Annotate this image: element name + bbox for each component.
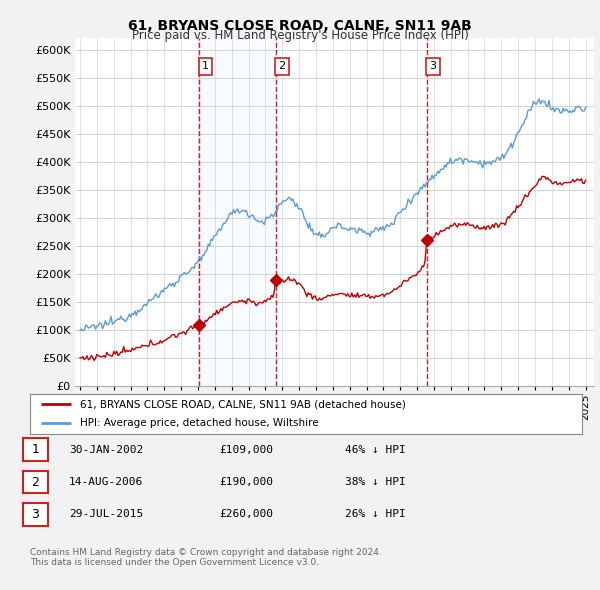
Text: Price paid vs. HM Land Registry's House Price Index (HPI): Price paid vs. HM Land Registry's House … <box>131 30 469 42</box>
Text: £109,000: £109,000 <box>219 445 273 454</box>
Text: Contains HM Land Registry data © Crown copyright and database right 2024.
This d: Contains HM Land Registry data © Crown c… <box>30 548 382 567</box>
Bar <box>199 38 276 386</box>
Text: 2: 2 <box>31 476 40 489</box>
Text: 1: 1 <box>31 443 40 456</box>
Text: 38% ↓ HPI: 38% ↓ HPI <box>345 477 406 487</box>
Text: 3: 3 <box>31 508 40 521</box>
Text: 30-JAN-2002: 30-JAN-2002 <box>69 445 143 454</box>
Text: £260,000: £260,000 <box>219 510 273 519</box>
Text: HPI: Average price, detached house, Wiltshire: HPI: Average price, detached house, Wilt… <box>80 418 319 428</box>
Text: 3: 3 <box>429 61 436 71</box>
Text: 1: 1 <box>202 61 209 71</box>
Text: 46% ↓ HPI: 46% ↓ HPI <box>345 445 406 454</box>
Text: 61, BRYANS CLOSE ROAD, CALNE, SN11 9AB: 61, BRYANS CLOSE ROAD, CALNE, SN11 9AB <box>128 19 472 33</box>
Text: £190,000: £190,000 <box>219 477 273 487</box>
Text: 26% ↓ HPI: 26% ↓ HPI <box>345 510 406 519</box>
Text: 2: 2 <box>278 61 286 71</box>
Text: 61, BRYANS CLOSE ROAD, CALNE, SN11 9AB (detached house): 61, BRYANS CLOSE ROAD, CALNE, SN11 9AB (… <box>80 399 406 409</box>
Text: 29-JUL-2015: 29-JUL-2015 <box>69 510 143 519</box>
Text: 14-AUG-2006: 14-AUG-2006 <box>69 477 143 487</box>
